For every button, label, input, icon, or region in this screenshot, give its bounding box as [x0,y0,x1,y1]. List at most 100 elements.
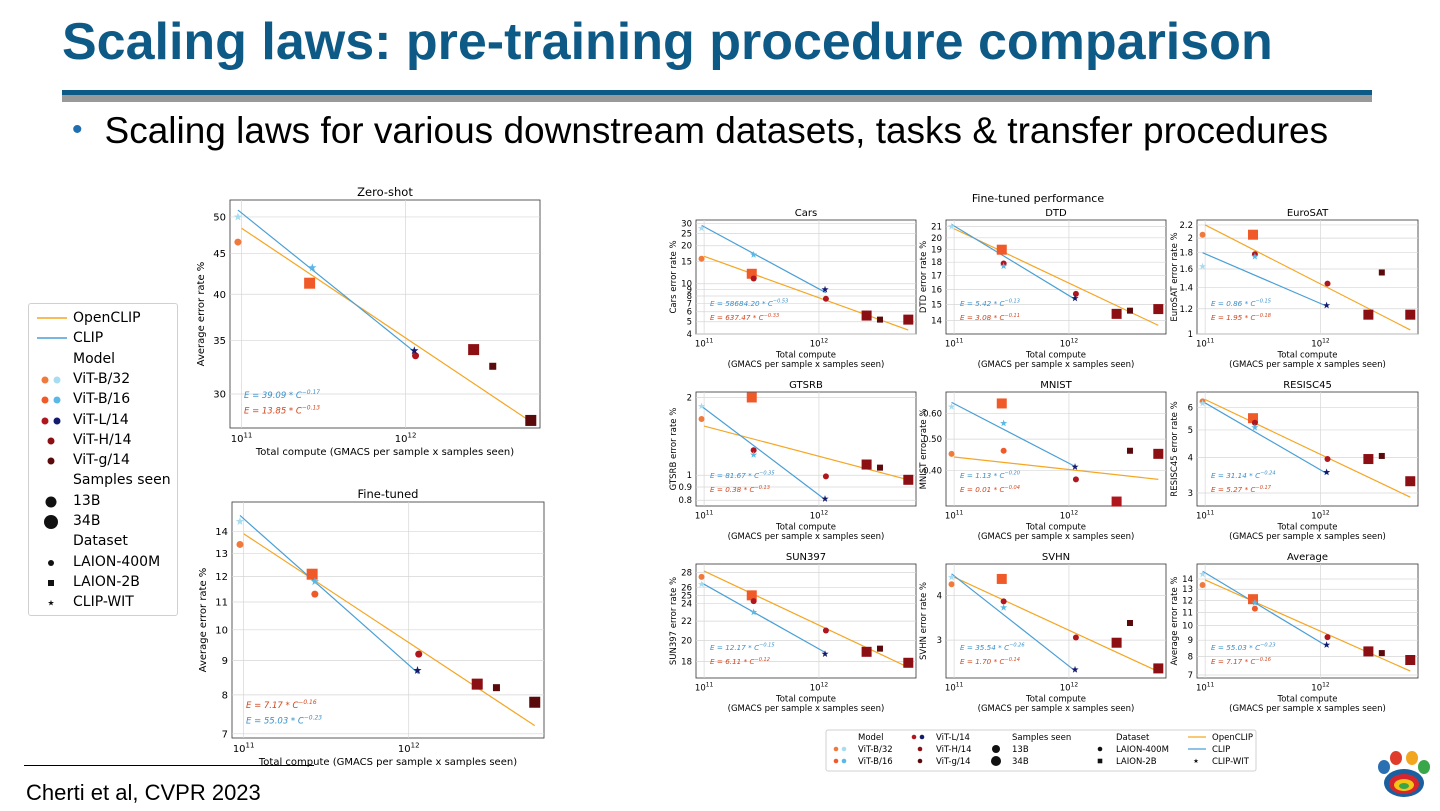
legend-label: LAION-2B [1116,757,1157,767]
x-axis-label: Total compute [1025,695,1086,705]
legend-key-icon [37,337,67,340]
x-tick-label: 1011 [695,510,714,522]
data-point [1072,290,1079,297]
legend-dot-icon [47,437,55,445]
y-tick-label: 5 [1188,426,1193,436]
y-tick-label: 12 [1182,596,1193,606]
legend-label: ViT-H/14 [73,431,132,448]
citation: Cherti et al, CVPR 2023 [26,780,261,805]
fit-line-openclip [1204,579,1411,672]
legend-key-icon [48,579,54,586]
data-point [1363,309,1374,320]
data-point [746,590,757,601]
legend-dot-icon [53,376,61,384]
data-point [489,362,497,370]
y-tick-label: 11 [215,598,228,609]
data-point [1251,252,1259,260]
x-tick-label: 1012 [810,682,829,694]
data-point [1378,269,1385,276]
legend-shape-icon [1097,758,1103,764]
data-point [1363,646,1374,657]
fit-line-clip [701,224,827,294]
fit-equation: E = 35.54 * C−0.26 [960,643,1025,652]
y-axis-label: DTD error rate % [919,241,929,313]
data-point [1248,229,1259,240]
data-point [1000,419,1008,427]
legend-label: LAION-2B [73,573,140,590]
data-point [750,275,757,282]
fit-equation: E = 31.14 * C−0.24 [1211,471,1276,480]
chart-title: MNIST [1040,380,1072,391]
x-axis-label: Total compute [1276,523,1337,533]
x-tick-label: 1011 [695,682,714,694]
x-axis-label: Total compute [775,351,836,361]
fit-line-openclip [703,255,909,331]
legend-label: 13B [73,492,101,509]
legend-key-icon [41,417,61,424]
legend-header: Dataset [1116,733,1150,743]
legend-label: CLIP-WIT [73,594,134,611]
legend-key-icon [41,396,61,404]
fit-equation: E = 6.11 * C−0.12 [710,657,770,666]
chart-title: DTD [1045,208,1067,219]
data-point [1405,655,1416,666]
y-tick-label: 20 [681,636,692,646]
fit-line-openclip [1204,224,1411,331]
legend-dot-icon [911,734,917,740]
x-axis-label: Total compute [1276,695,1337,705]
x-tick-label: 1011 [945,338,964,350]
x-axis-label-2: (GMACS per sample x samples seen) [728,704,885,714]
fit-equation: E = 12.17 * C−0.15 [710,643,775,652]
data-point [750,608,758,616]
y-tick-label: 35 [213,336,226,347]
x-axis-label-2: (GMACS per sample x samples seen) [978,360,1135,370]
legend-label: ViT-B/16 [858,757,893,767]
fit-line-clip [701,582,827,654]
x-tick-label: 1011 [233,742,255,756]
x-tick-label: 1012 [1060,682,1079,694]
fit-equation: E = 5.27 * C−0.17 [1211,485,1272,494]
fit-equation: E = 1.70 * C−0.14 [960,657,1020,666]
y-tick-label: 0.40 [923,466,942,476]
x-tick-label: 1011 [945,682,964,694]
y-tick-label: 8 [1188,652,1193,662]
x-axis-label-2: (GMACS per sample x samples seen) [1229,360,1386,370]
legend-dot-icon [833,746,839,752]
y-tick-label: 18 [681,658,692,668]
fit-line-openclip [241,227,532,423]
fit-equation: E = 0.01 * C−0.04 [960,485,1020,494]
plot-area [229,199,541,429]
legend-dot-icon [41,417,49,424]
x-tick-label: 1011 [231,432,253,446]
legend-key-icon [47,457,55,465]
y-tick-label: 0.50 [923,435,942,445]
legend-dot-icon [841,746,847,752]
x-tick-label: 1012 [810,338,829,350]
fit-line-openclip [243,533,536,727]
y-tick-label: 17 [931,271,942,281]
chart-title: Average [1287,552,1328,563]
fit-line-openclip [954,456,1159,480]
x-axis-label: Total compute [1276,351,1337,361]
y-axis-label: SUN397 error rate % [669,577,679,665]
data-point [698,573,705,580]
data-point [948,403,956,410]
data-point [233,212,243,221]
data-point [1378,650,1385,657]
data-point [1111,496,1122,507]
data-point [1111,308,1122,319]
data-point [698,224,706,232]
citation-rule [24,765,314,766]
legend-label: Samples seen [73,472,171,489]
data-point [1405,309,1416,320]
x-tick-label: 1012 [1311,510,1330,522]
data-point [1000,262,1008,270]
fit-line-openclip [703,570,909,668]
x-tick-label: 1011 [1196,338,1215,350]
data-point [750,451,758,458]
